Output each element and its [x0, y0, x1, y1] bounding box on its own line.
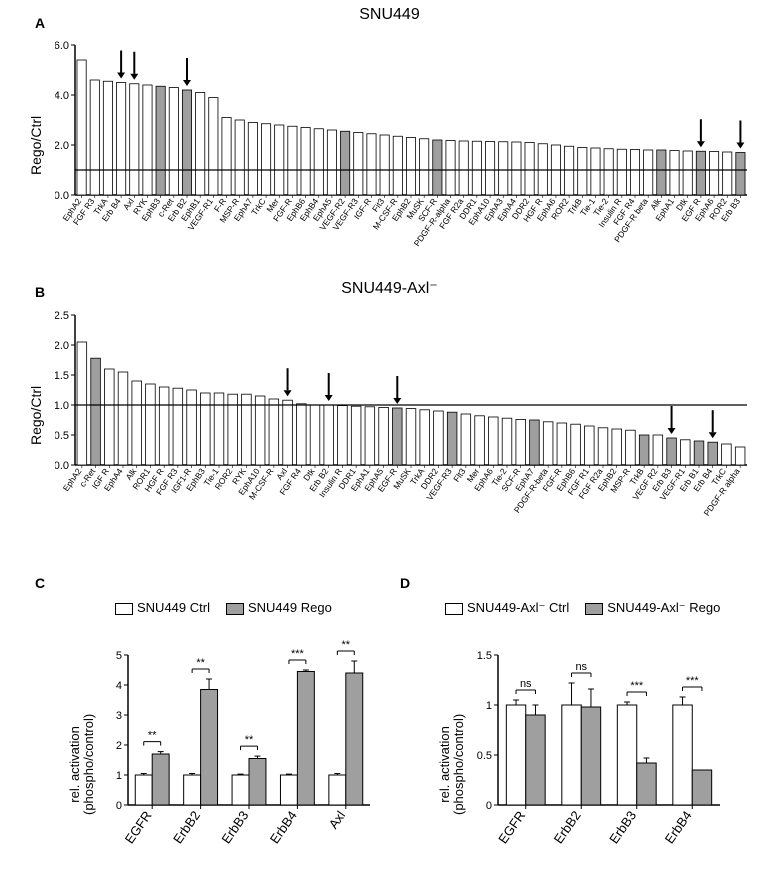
figure-root: A SNU449 Rego/Ctrl 0.02.04.06.0EphA2FGF … — [0, 0, 779, 885]
svg-text:6.0: 6.0 — [55, 40, 69, 52]
svg-text:2.5: 2.5 — [55, 310, 69, 322]
legend-label-axl-ctrl: SNU449-Axl⁻ Ctrl — [467, 600, 569, 615]
svg-text:ns: ns — [575, 661, 587, 673]
svg-text:Flt3: Flt3 — [451, 466, 467, 484]
svg-text:**: ** — [342, 639, 351, 651]
panel-d-ylabel2: (phospho/control) — [451, 714, 466, 815]
svg-text:0.5: 0.5 — [55, 430, 69, 442]
panel-d-legend: SNU449-Axl⁻ Ctrl SNU449-Axl⁻ Rego — [445, 600, 720, 616]
svg-text:0: 0 — [116, 800, 122, 812]
svg-text:***: *** — [630, 680, 644, 692]
svg-text:0: 0 — [486, 800, 492, 812]
legend-item-axl-ctrl: SNU449-Axl⁻ Ctrl — [445, 600, 569, 616]
panel-letter-c: C — [35, 575, 45, 591]
svg-text:ErbB2: ErbB2 — [170, 808, 203, 846]
panel-c-legend: SNU449 Ctrl SNU449 Rego — [115, 600, 332, 615]
panel-d-ylabel1: rel. activation — [437, 726, 452, 803]
svg-text:1.5: 1.5 — [55, 370, 69, 382]
svg-text:4: 4 — [116, 680, 122, 692]
legend-item-rego: SNU449 Rego — [226, 600, 332, 615]
svg-text:2: 2 — [116, 740, 122, 752]
legend-item-axl-rego: SNU449-Axl⁻ Rego — [585, 600, 720, 616]
svg-text:EGFR: EGFR — [122, 808, 155, 846]
svg-text:2.0: 2.0 — [55, 140, 69, 152]
panel-c-ylabel2: (phospho/control) — [81, 714, 96, 815]
svg-text:**: ** — [148, 730, 157, 742]
svg-text:Axl: Axl — [326, 808, 349, 831]
svg-text:2.0: 2.0 — [55, 340, 69, 352]
panel-b-ylabel: Rego/Ctrl — [28, 386, 44, 445]
legend-swatch-axl-ctrl — [445, 603, 463, 615]
panel-letter-d: D — [400, 575, 410, 591]
svg-text:5: 5 — [116, 650, 122, 662]
svg-text:ErbB2: ErbB2 — [551, 808, 584, 846]
svg-text:0.0: 0.0 — [55, 190, 69, 202]
svg-text:0.0: 0.0 — [55, 460, 69, 472]
legend-label-rego: SNU449 Rego — [248, 600, 332, 615]
svg-text:ErbB4: ErbB4 — [662, 808, 695, 846]
panel-a-ylabel: Rego/Ctrl — [28, 116, 44, 175]
legend-item-ctrl: SNU449 Ctrl — [115, 600, 210, 615]
panel-a-title: SNU449 — [0, 6, 779, 24]
panel-b-chart: 0.00.51.01.52.02.5EphA2c-RetIGF REphA4Al… — [55, 305, 755, 535]
panel-c-ylabel1: rel. activation — [67, 726, 82, 803]
svg-text:EGFR: EGFR — [495, 808, 528, 846]
svg-text:1: 1 — [486, 700, 492, 712]
svg-text:***: *** — [291, 648, 305, 660]
panel-d-chart: 0 0.5 1 1.5 ns EGFR ns ErbB2 *** ErbB3 *** ErbB4 — [470, 625, 730, 870]
svg-text:3: 3 — [116, 710, 122, 722]
svg-text:ErbB3: ErbB3 — [606, 808, 639, 846]
svg-text:4.0: 4.0 — [55, 90, 69, 102]
svg-text:0.5: 0.5 — [477, 750, 492, 762]
legend-swatch-axl-rego — [585, 603, 603, 615]
svg-text:***: *** — [686, 675, 700, 687]
svg-text:1.5: 1.5 — [477, 650, 492, 662]
svg-text:1.0: 1.0 — [55, 400, 69, 412]
svg-text:ErbB4: ErbB4 — [267, 808, 300, 846]
svg-text:1: 1 — [116, 770, 122, 782]
svg-text:**: ** — [196, 657, 205, 669]
panel-c-chart: 0 1 2 3 4 5 ** EGFR ** ErbB2 ** ErbB3 *** ErbB4 ** Axl — [100, 625, 380, 870]
legend-swatch-rego — [226, 603, 244, 615]
legend-swatch-ctrl — [115, 603, 133, 615]
svg-text:**: ** — [245, 734, 254, 746]
panel-b-title: SNU449-Axl⁻ — [0, 278, 779, 298]
legend-label-ctrl: SNU449 Ctrl — [137, 600, 210, 615]
legend-label-axl-rego: SNU449-Axl⁻ Rego — [607, 600, 720, 615]
panel-a-chart: 0.02.04.06.0EphA2FGF R3TrkAErb B4AxlRYKE… — [55, 35, 755, 265]
svg-text:ErbB3: ErbB3 — [218, 808, 251, 846]
svg-text:ns: ns — [520, 678, 532, 690]
